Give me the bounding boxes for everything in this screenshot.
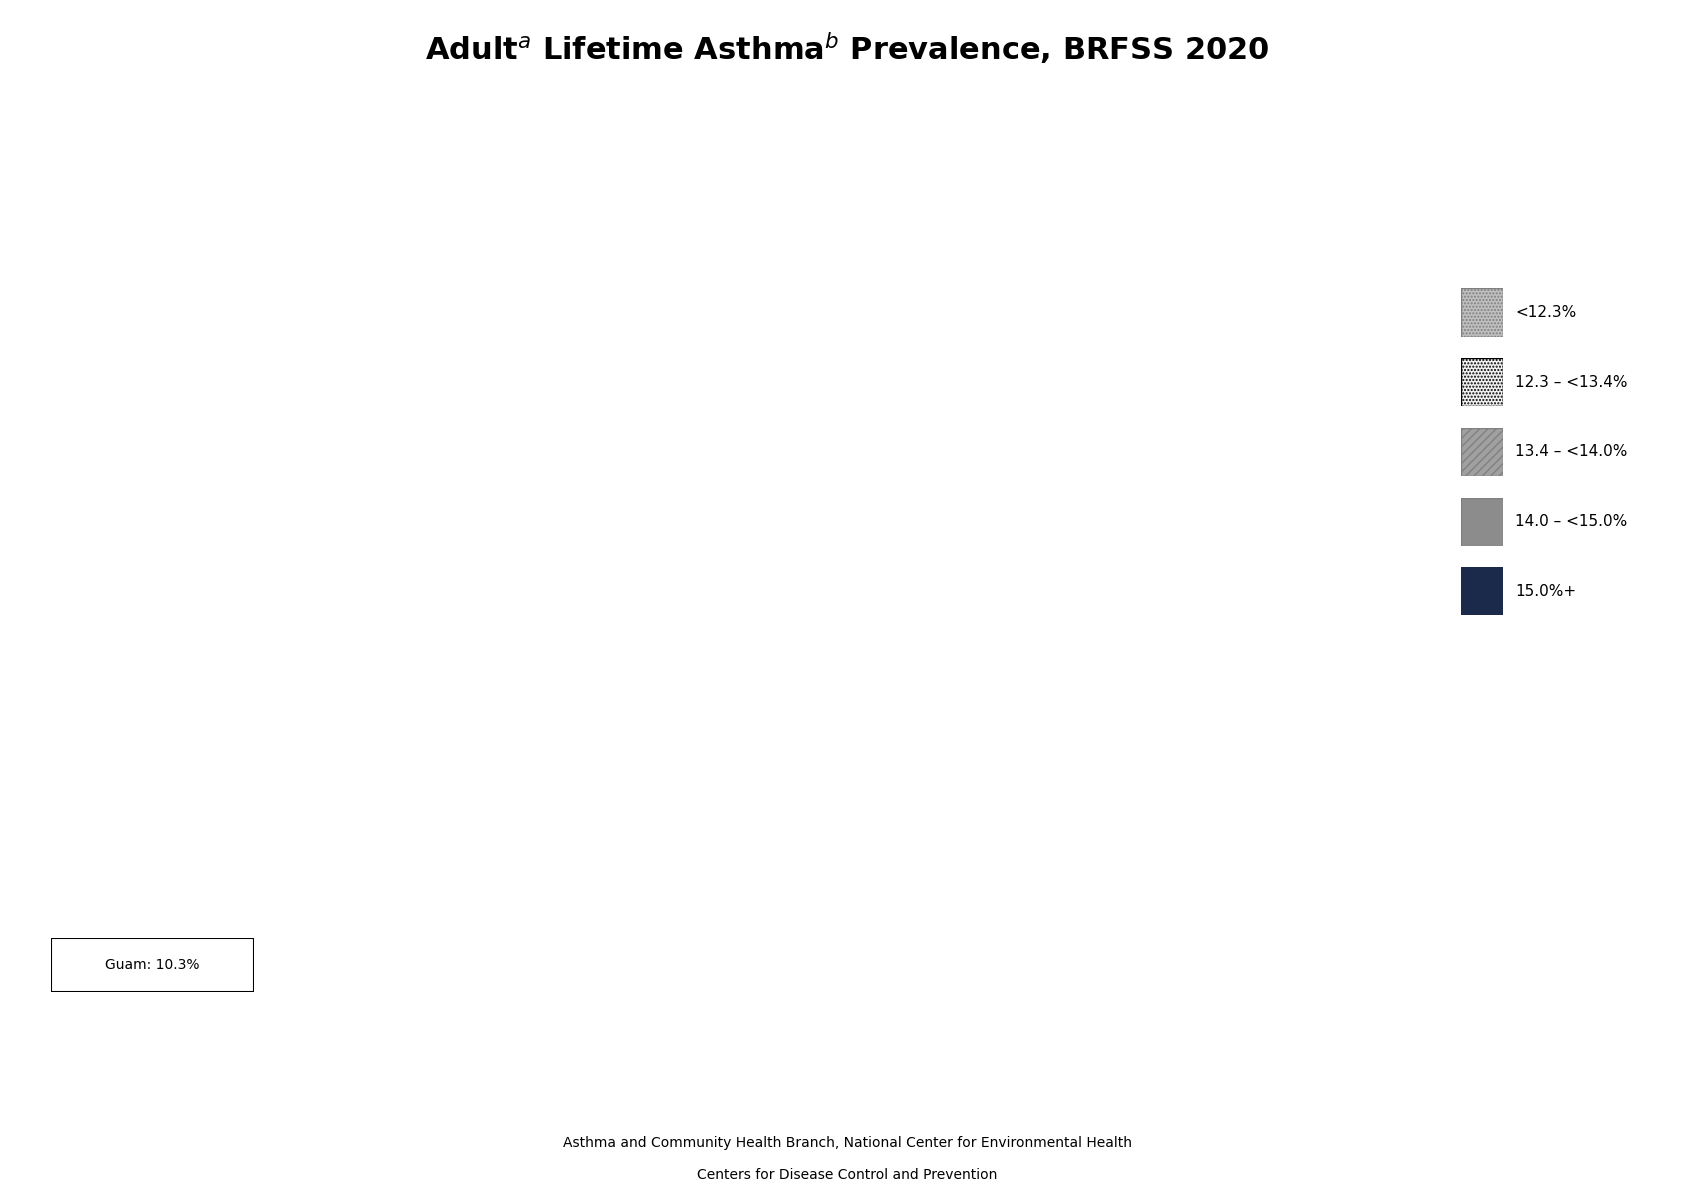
Text: 13.4 – <14.0%: 13.4 – <14.0% xyxy=(1515,445,1627,459)
Text: 14.0 – <15.0%: 14.0 – <15.0% xyxy=(1515,514,1627,529)
Text: 12.3 – <13.4%: 12.3 – <13.4% xyxy=(1515,375,1627,389)
Text: ᵃAged 18+ years: ᵃAged 18+ years xyxy=(17,1101,129,1114)
Text: <12.3%: <12.3% xyxy=(1515,305,1576,320)
Text: 15.0%+: 15.0%+ xyxy=(1515,584,1576,599)
Text: Asthma and Community Health Branch, National Center for Environmental Health: Asthma and Community Health Branch, Nati… xyxy=(563,1136,1132,1150)
Text: Guam: 10.3%: Guam: 10.3% xyxy=(105,958,200,971)
Text: Centers for Disease Control and Prevention: Centers for Disease Control and Preventi… xyxy=(697,1168,998,1183)
Text: ᵇLifetime question: Has a doctor, nurse, or other health professional EVER told : ᵇLifetime question: Has a doctor, nurse,… xyxy=(17,1136,725,1149)
Text: Legend: percentiles of the overall lifetime asthma prevalence estimates from yea: Legend: percentiles of the overall lifet… xyxy=(17,1172,868,1185)
Text: Adult$^a$ Lifetime Asthma$^b$ Prevalence, BRFSS 2020: Adult$^a$ Lifetime Asthma$^b$ Prevalence… xyxy=(425,30,1270,66)
